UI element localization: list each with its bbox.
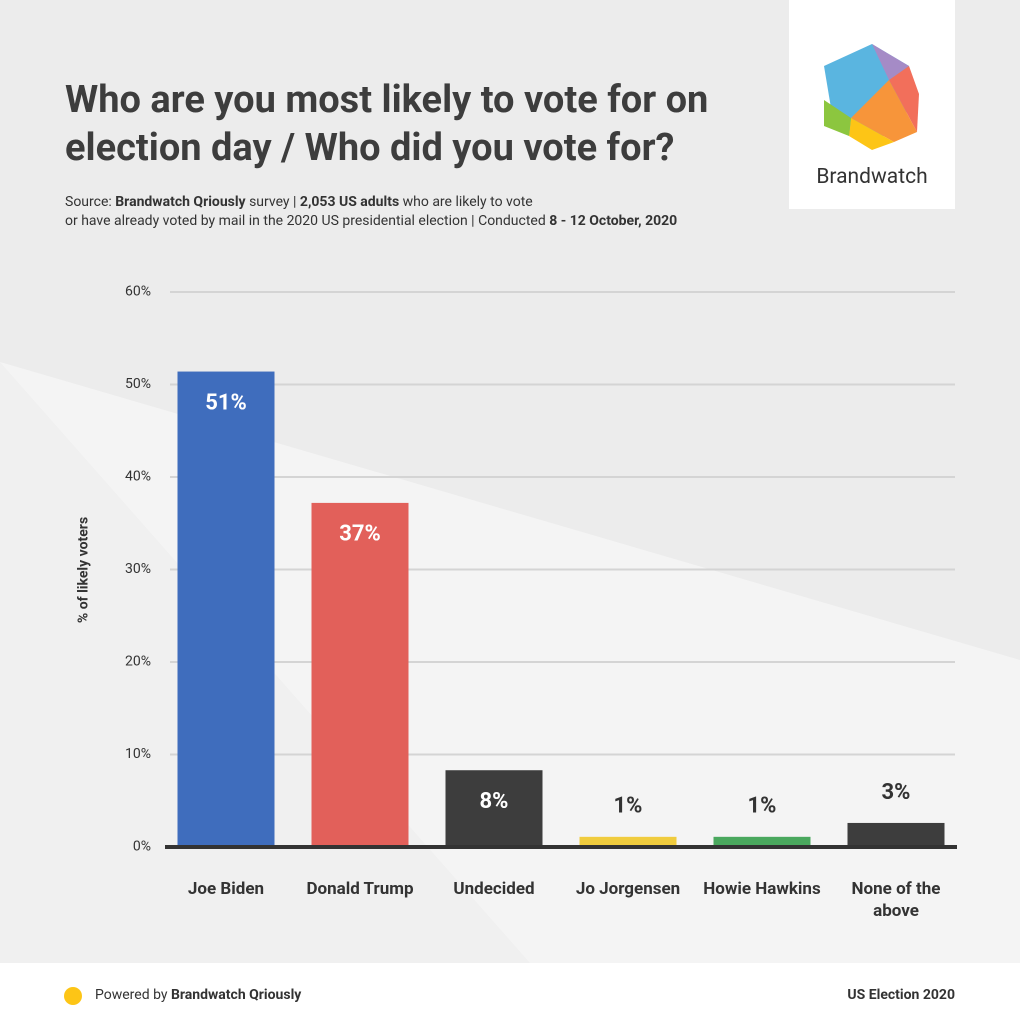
x-tick-label: Undecided [453,879,535,899]
logo: Brandwatch [789,0,955,209]
footer: Powered by Brandwatch Qriously US Electi… [0,963,1020,1029]
subtitle-segment: Brandwatch Qriously [115,194,246,210]
x-tick-label: Joe Biden [187,879,265,899]
x-tick-label: Donald Trump [306,879,414,899]
y-axis-label: % of likely voters [76,517,92,623]
footer-left: Powered by Brandwatch Qriously [95,987,301,1003]
y-tick-label: 20% [125,654,151,670]
bar [311,502,409,847]
value-label: 3% [882,780,911,805]
bar [713,836,811,847]
y-tick-label: 0% [133,839,151,855]
footer-dot [64,987,82,1005]
subtitle: Source: Brandwatch Qriously survey | 2,0… [65,193,677,231]
bar [445,770,543,847]
chart-title: Who are you most likely to vote for on e… [65,78,709,170]
subtitle-segment: 8 - 12 October, 2020 [549,213,678,229]
subtitle-segment: who are likely to vote [399,194,533,210]
value-label: 8% [480,789,509,814]
bar [177,371,275,847]
bar [847,822,945,847]
y-tick-label: 40% [125,469,151,485]
subtitle-segment: survey | [245,194,300,210]
logo-text: Brandwatch [816,165,928,189]
bar [579,836,677,847]
value-label: 1% [614,794,643,819]
y-tick-label: 10% [125,746,151,762]
subtitle-segment: 2,053 US adults [299,194,400,210]
footer-brand: Brandwatch Qriously [170,987,302,1003]
subtitle-segment: or have already voted by mail in the 202… [65,213,550,229]
y-tick-label: 60% [125,284,151,300]
logo-mark [824,44,919,150]
value-label: 1% [748,794,777,819]
footer-prefix: Powered by [95,987,171,1003]
y-tick-label: 50% [125,376,151,392]
value-label: 51% [205,390,247,415]
x-tick-label: None of the above [851,879,941,921]
y-tick-label: 30% [125,561,151,577]
footer-right: US Election 2020 [847,987,955,1003]
subtitle-line: or have already voted by mail in the 202… [65,212,677,231]
x-tick-label: Howie Hawkins [703,879,821,899]
subtitle-segment: Source: [65,194,116,210]
subtitle-line: Source: Brandwatch Qriously survey | 2,0… [65,193,677,212]
value-label: 37% [339,522,381,547]
x-tick-label: Jo Jorgensen [575,879,681,899]
